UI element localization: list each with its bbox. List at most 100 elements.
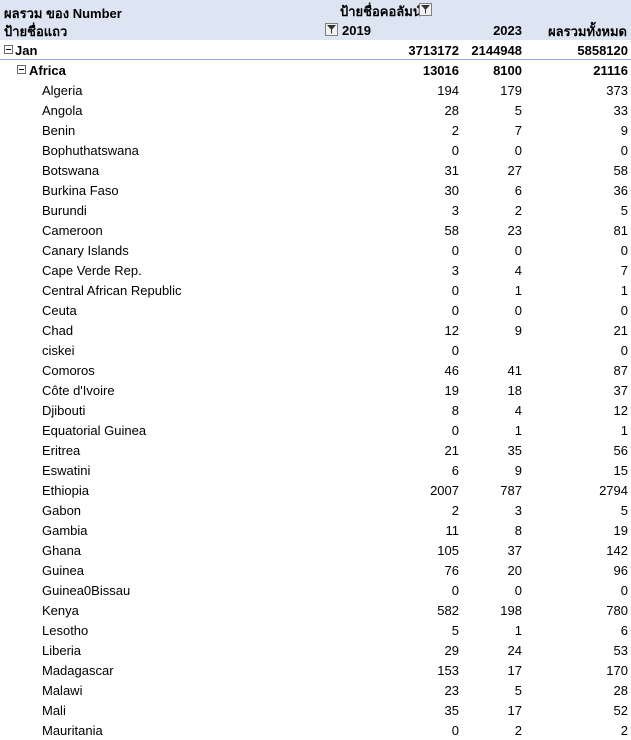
cell-2019[interactable]: 5	[451, 623, 459, 638]
cell-2019[interactable]: 0	[451, 243, 459, 258]
cell-2019[interactable]: 0	[451, 143, 459, 158]
collapse-jan-button[interactable]	[4, 45, 13, 54]
cell-2023[interactable]: 1	[514, 623, 522, 638]
cell-2023[interactable]: 41	[507, 363, 522, 378]
cell-2023[interactable]: 0	[514, 243, 522, 258]
cell-total[interactable]: 52	[613, 703, 628, 718]
cell-2023[interactable]: 0	[514, 583, 522, 598]
cell-2019[interactable]: 153	[437, 663, 459, 678]
cell-total[interactable]: 12	[613, 403, 628, 418]
cell-2023[interactable]: 5	[514, 683, 522, 698]
cell-2023[interactable]: 2	[514, 203, 522, 218]
cell-total[interactable]: 96	[613, 563, 628, 578]
cell-total[interactable]: 5	[620, 203, 628, 218]
cell-2019[interactable]: 3	[451, 263, 459, 278]
cell-total[interactable]: 19	[613, 523, 628, 538]
cell-2019[interactable]: 2	[451, 503, 459, 518]
cell-2019[interactable]: 21	[444, 443, 459, 458]
collapse-africa-button[interactable]	[17, 65, 26, 74]
cell-total[interactable]: 36	[613, 183, 628, 198]
cell-2019[interactable]: 23	[444, 683, 459, 698]
cell-2019[interactable]: 0	[451, 723, 459, 738]
cell-2019[interactable]: 0	[451, 303, 459, 318]
cell-2023[interactable]: 24	[507, 643, 522, 658]
cell-total[interactable]: 15	[613, 463, 628, 478]
cell-2023[interactable]: 4	[514, 263, 522, 278]
cell-total[interactable]: 6	[620, 623, 628, 638]
cell-total[interactable]: 53	[613, 643, 628, 658]
cell-2019[interactable]: 3713172	[408, 43, 459, 58]
cell-2023[interactable]: 23	[507, 223, 522, 238]
cell-2019[interactable]: 8	[451, 403, 459, 418]
cell-2019[interactable]: 46	[444, 363, 459, 378]
cell-2019[interactable]: 29	[444, 643, 459, 658]
cell-2019[interactable]: 0	[451, 283, 459, 298]
cell-2023[interactable]: 2144948	[471, 43, 522, 58]
cell-2019[interactable]: 194	[437, 83, 459, 98]
cell-2019[interactable]: 11	[445, 523, 460, 538]
cell-total[interactable]: 142	[606, 543, 628, 558]
cell-total[interactable]: 81	[613, 223, 628, 238]
cell-2019[interactable]: 0	[451, 423, 459, 438]
cell-2019[interactable]: 28	[444, 103, 459, 118]
cell-2023[interactable]: 0	[514, 143, 522, 158]
cell-total[interactable]: 58	[613, 163, 628, 178]
cell-2023[interactable]: 198	[500, 603, 522, 618]
cell-total[interactable]: 0	[620, 343, 628, 358]
cell-total[interactable]: 7	[620, 263, 628, 278]
cell-2023[interactable]: 37	[507, 543, 522, 558]
cell-2023[interactable]: 8	[514, 523, 522, 538]
cell-2023[interactable]: 20	[507, 563, 522, 578]
cell-2019[interactable]: 19	[444, 383, 459, 398]
cell-2023[interactable]: 2	[514, 723, 522, 738]
cell-total[interactable]: 28	[613, 683, 628, 698]
cell-2019[interactable]: 13016	[422, 63, 459, 78]
cell-total[interactable]: 170	[606, 663, 628, 678]
cell-2019[interactable]: 0	[451, 583, 459, 598]
cell-2023[interactable]: 1	[514, 423, 522, 438]
cell-2023[interactable]: 4	[514, 403, 522, 418]
cell-2023[interactable]: 35	[507, 443, 522, 458]
cell-total[interactable]: 37	[613, 383, 628, 398]
cell-total[interactable]: 780	[606, 603, 628, 618]
cell-2019[interactable]: 35	[444, 703, 459, 718]
cell-2023[interactable]: 7	[514, 123, 522, 138]
cell-2019[interactable]: 105	[437, 543, 459, 558]
cell-total[interactable]: 0	[620, 303, 628, 318]
cell-total[interactable]: 2794	[599, 483, 628, 498]
cell-2023[interactable]: 179	[500, 83, 522, 98]
cell-2023[interactable]: 3	[514, 503, 522, 518]
cell-2019[interactable]: 58	[444, 223, 459, 238]
cell-total[interactable]: 33	[613, 103, 628, 118]
cell-2023[interactable]: 17	[507, 703, 522, 718]
cell-2023[interactable]: 5	[514, 103, 522, 118]
cell-2023[interactable]: 6	[514, 183, 522, 198]
cell-2019[interactable]: 582	[437, 603, 459, 618]
cell-2023[interactable]: 1	[514, 283, 522, 298]
cell-2019[interactable]: 30	[444, 183, 459, 198]
column-filter-button[interactable]	[419, 3, 432, 16]
cell-total[interactable]: 56	[613, 443, 628, 458]
cell-2019[interactable]: 3	[451, 203, 459, 218]
cell-2023[interactable]: 0	[514, 303, 522, 318]
cell-2023[interactable]: 9	[514, 323, 522, 338]
cell-total[interactable]: 0	[620, 143, 628, 158]
cell-total[interactable]: 5	[620, 503, 628, 518]
cell-total[interactable]: 2	[620, 723, 628, 738]
cell-total[interactable]: 5858120	[577, 43, 628, 58]
cell-2019[interactable]: 2007	[430, 483, 459, 498]
cell-2023[interactable]: 27	[507, 163, 522, 178]
cell-total[interactable]: 9	[620, 123, 628, 138]
cell-2019[interactable]: 12	[444, 323, 459, 338]
cell-2023[interactable]: 9	[514, 463, 522, 478]
cell-total[interactable]: 373	[606, 83, 628, 98]
cell-total[interactable]: 87	[613, 363, 628, 378]
cell-total[interactable]: 1	[620, 423, 628, 438]
cell-2023[interactable]: 18	[507, 383, 522, 398]
cell-2019[interactable]: 31	[444, 163, 459, 178]
cell-2019[interactable]: 6	[451, 463, 459, 478]
cell-2023[interactable]: 8100	[493, 63, 522, 78]
cell-2019[interactable]: 2	[451, 123, 459, 138]
cell-total[interactable]: 21116	[593, 63, 628, 78]
cell-total[interactable]: 0	[620, 583, 628, 598]
